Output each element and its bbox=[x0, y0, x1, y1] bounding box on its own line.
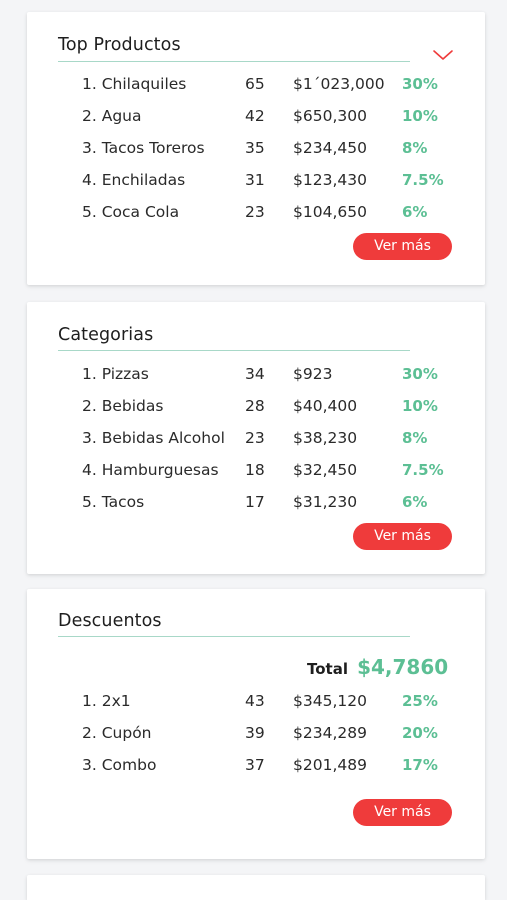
product-percent: 8% bbox=[402, 139, 428, 157]
discount-qty: 43 bbox=[245, 692, 265, 710]
list-item: 5. Tacos 17 $31,230 6% bbox=[27, 493, 485, 517]
category-name: 5. Tacos bbox=[82, 493, 145, 511]
top-products-card: Top Productos 1. Chilaquiles 65 $1´023,0… bbox=[27, 12, 485, 285]
chevron-down-icon[interactable] bbox=[432, 48, 454, 62]
category-amount: $31,230 bbox=[293, 493, 358, 511]
discount-amount: $201,489 bbox=[293, 756, 367, 774]
category-amount: $923 bbox=[293, 365, 333, 383]
list-item: 3. Bebidas Alcohol 23 $38,230 8% bbox=[27, 429, 485, 453]
product-percent: 10% bbox=[402, 107, 438, 125]
product-name: 3. Tacos Toreros bbox=[82, 139, 205, 157]
discount-percent: 20% bbox=[402, 724, 438, 742]
discount-percent: 17% bbox=[402, 756, 438, 774]
product-name: 5. Coca Cola bbox=[82, 203, 180, 221]
category-amount: $32,450 bbox=[293, 461, 358, 479]
total-value: $4,7860 bbox=[357, 655, 449, 679]
product-qty: 42 bbox=[245, 107, 265, 125]
discount-qty: 37 bbox=[245, 756, 265, 774]
category-name: 2. Bebidas bbox=[82, 397, 164, 415]
product-name: 1. Chilaquiles bbox=[82, 75, 187, 93]
product-percent: 7.5% bbox=[402, 171, 444, 189]
list-item: 3. Combo 37 $201,489 17% bbox=[27, 756, 485, 780]
category-qty: 23 bbox=[245, 429, 265, 447]
category-percent: 30% bbox=[402, 365, 438, 383]
list-item: 2. Bebidas 28 $40,400 10% bbox=[27, 397, 485, 421]
category-percent: 7.5% bbox=[402, 461, 444, 479]
card-title: Categorias bbox=[58, 325, 154, 345]
list-item: 1. Chilaquiles 65 $1´023,000 30% bbox=[27, 75, 485, 99]
list-item: 4. Hamburguesas 18 $32,450 7.5% bbox=[27, 461, 485, 485]
list-item: 2. Agua 42 $650,300 10% bbox=[27, 107, 485, 131]
discount-name: 3. Combo bbox=[82, 756, 157, 774]
see-more-button[interactable]: Ver más bbox=[353, 523, 452, 550]
list-item: 1. Pizzas 34 $923 30% bbox=[27, 365, 485, 389]
discount-amount: $345,120 bbox=[293, 692, 367, 710]
see-more-button[interactable]: Ver más bbox=[353, 799, 452, 826]
category-amount: $40,400 bbox=[293, 397, 358, 415]
product-name: 2. Agua bbox=[82, 107, 142, 125]
list-item: 2. Cupón 39 $234,289 20% bbox=[27, 724, 485, 748]
list-item: 1. 2x1 43 $345,120 25% bbox=[27, 692, 485, 716]
next-card bbox=[27, 875, 485, 900]
product-amount: $104,650 bbox=[293, 203, 367, 221]
title-divider bbox=[58, 350, 410, 351]
product-name: 4. Enchiladas bbox=[82, 171, 186, 189]
see-more-button[interactable]: Ver más bbox=[353, 233, 452, 260]
category-percent: 6% bbox=[402, 493, 428, 511]
total-label: Total bbox=[307, 660, 348, 678]
category-qty: 17 bbox=[245, 493, 265, 511]
category-name: 3. Bebidas Alcohol bbox=[82, 429, 225, 447]
category-qty: 34 bbox=[245, 365, 265, 383]
categories-card: Categorias 1. Pizzas 34 $923 30% 2. Bebi… bbox=[27, 302, 485, 574]
discount-qty: 39 bbox=[245, 724, 265, 742]
category-name: 1. Pizzas bbox=[82, 365, 149, 383]
card-title: Top Productos bbox=[58, 35, 181, 55]
title-divider bbox=[58, 636, 410, 637]
product-amount: $234,450 bbox=[293, 139, 367, 157]
product-amount: $123,430 bbox=[293, 171, 367, 189]
discounts-total: Total $4,7860 bbox=[307, 655, 448, 679]
category-qty: 28 bbox=[245, 397, 265, 415]
category-name: 4. Hamburguesas bbox=[82, 461, 219, 479]
product-qty: 23 bbox=[245, 203, 265, 221]
product-amount: $650,300 bbox=[293, 107, 367, 125]
product-qty: 65 bbox=[245, 75, 265, 93]
title-divider bbox=[58, 61, 410, 62]
product-qty: 31 bbox=[245, 171, 265, 189]
product-percent: 30% bbox=[402, 75, 438, 93]
discounts-card: Descuentos Total $4,7860 1. 2x1 43 $345,… bbox=[27, 589, 485, 859]
category-qty: 18 bbox=[245, 461, 265, 479]
card-title: Descuentos bbox=[58, 611, 162, 631]
category-percent: 8% bbox=[402, 429, 428, 447]
product-qty: 35 bbox=[245, 139, 265, 157]
list-item: 5. Coca Cola 23 $104,650 6% bbox=[27, 203, 485, 227]
product-amount: $1´023,000 bbox=[293, 75, 385, 93]
list-item: 4. Enchiladas 31 $123,430 7.5% bbox=[27, 171, 485, 195]
discount-percent: 25% bbox=[402, 692, 438, 710]
category-amount: $38,230 bbox=[293, 429, 358, 447]
product-percent: 6% bbox=[402, 203, 428, 221]
discount-name: 2. Cupón bbox=[82, 724, 152, 742]
discount-amount: $234,289 bbox=[293, 724, 367, 742]
discount-name: 1. 2x1 bbox=[82, 692, 131, 710]
list-item: 3. Tacos Toreros 35 $234,450 8% bbox=[27, 139, 485, 163]
category-percent: 10% bbox=[402, 397, 438, 415]
